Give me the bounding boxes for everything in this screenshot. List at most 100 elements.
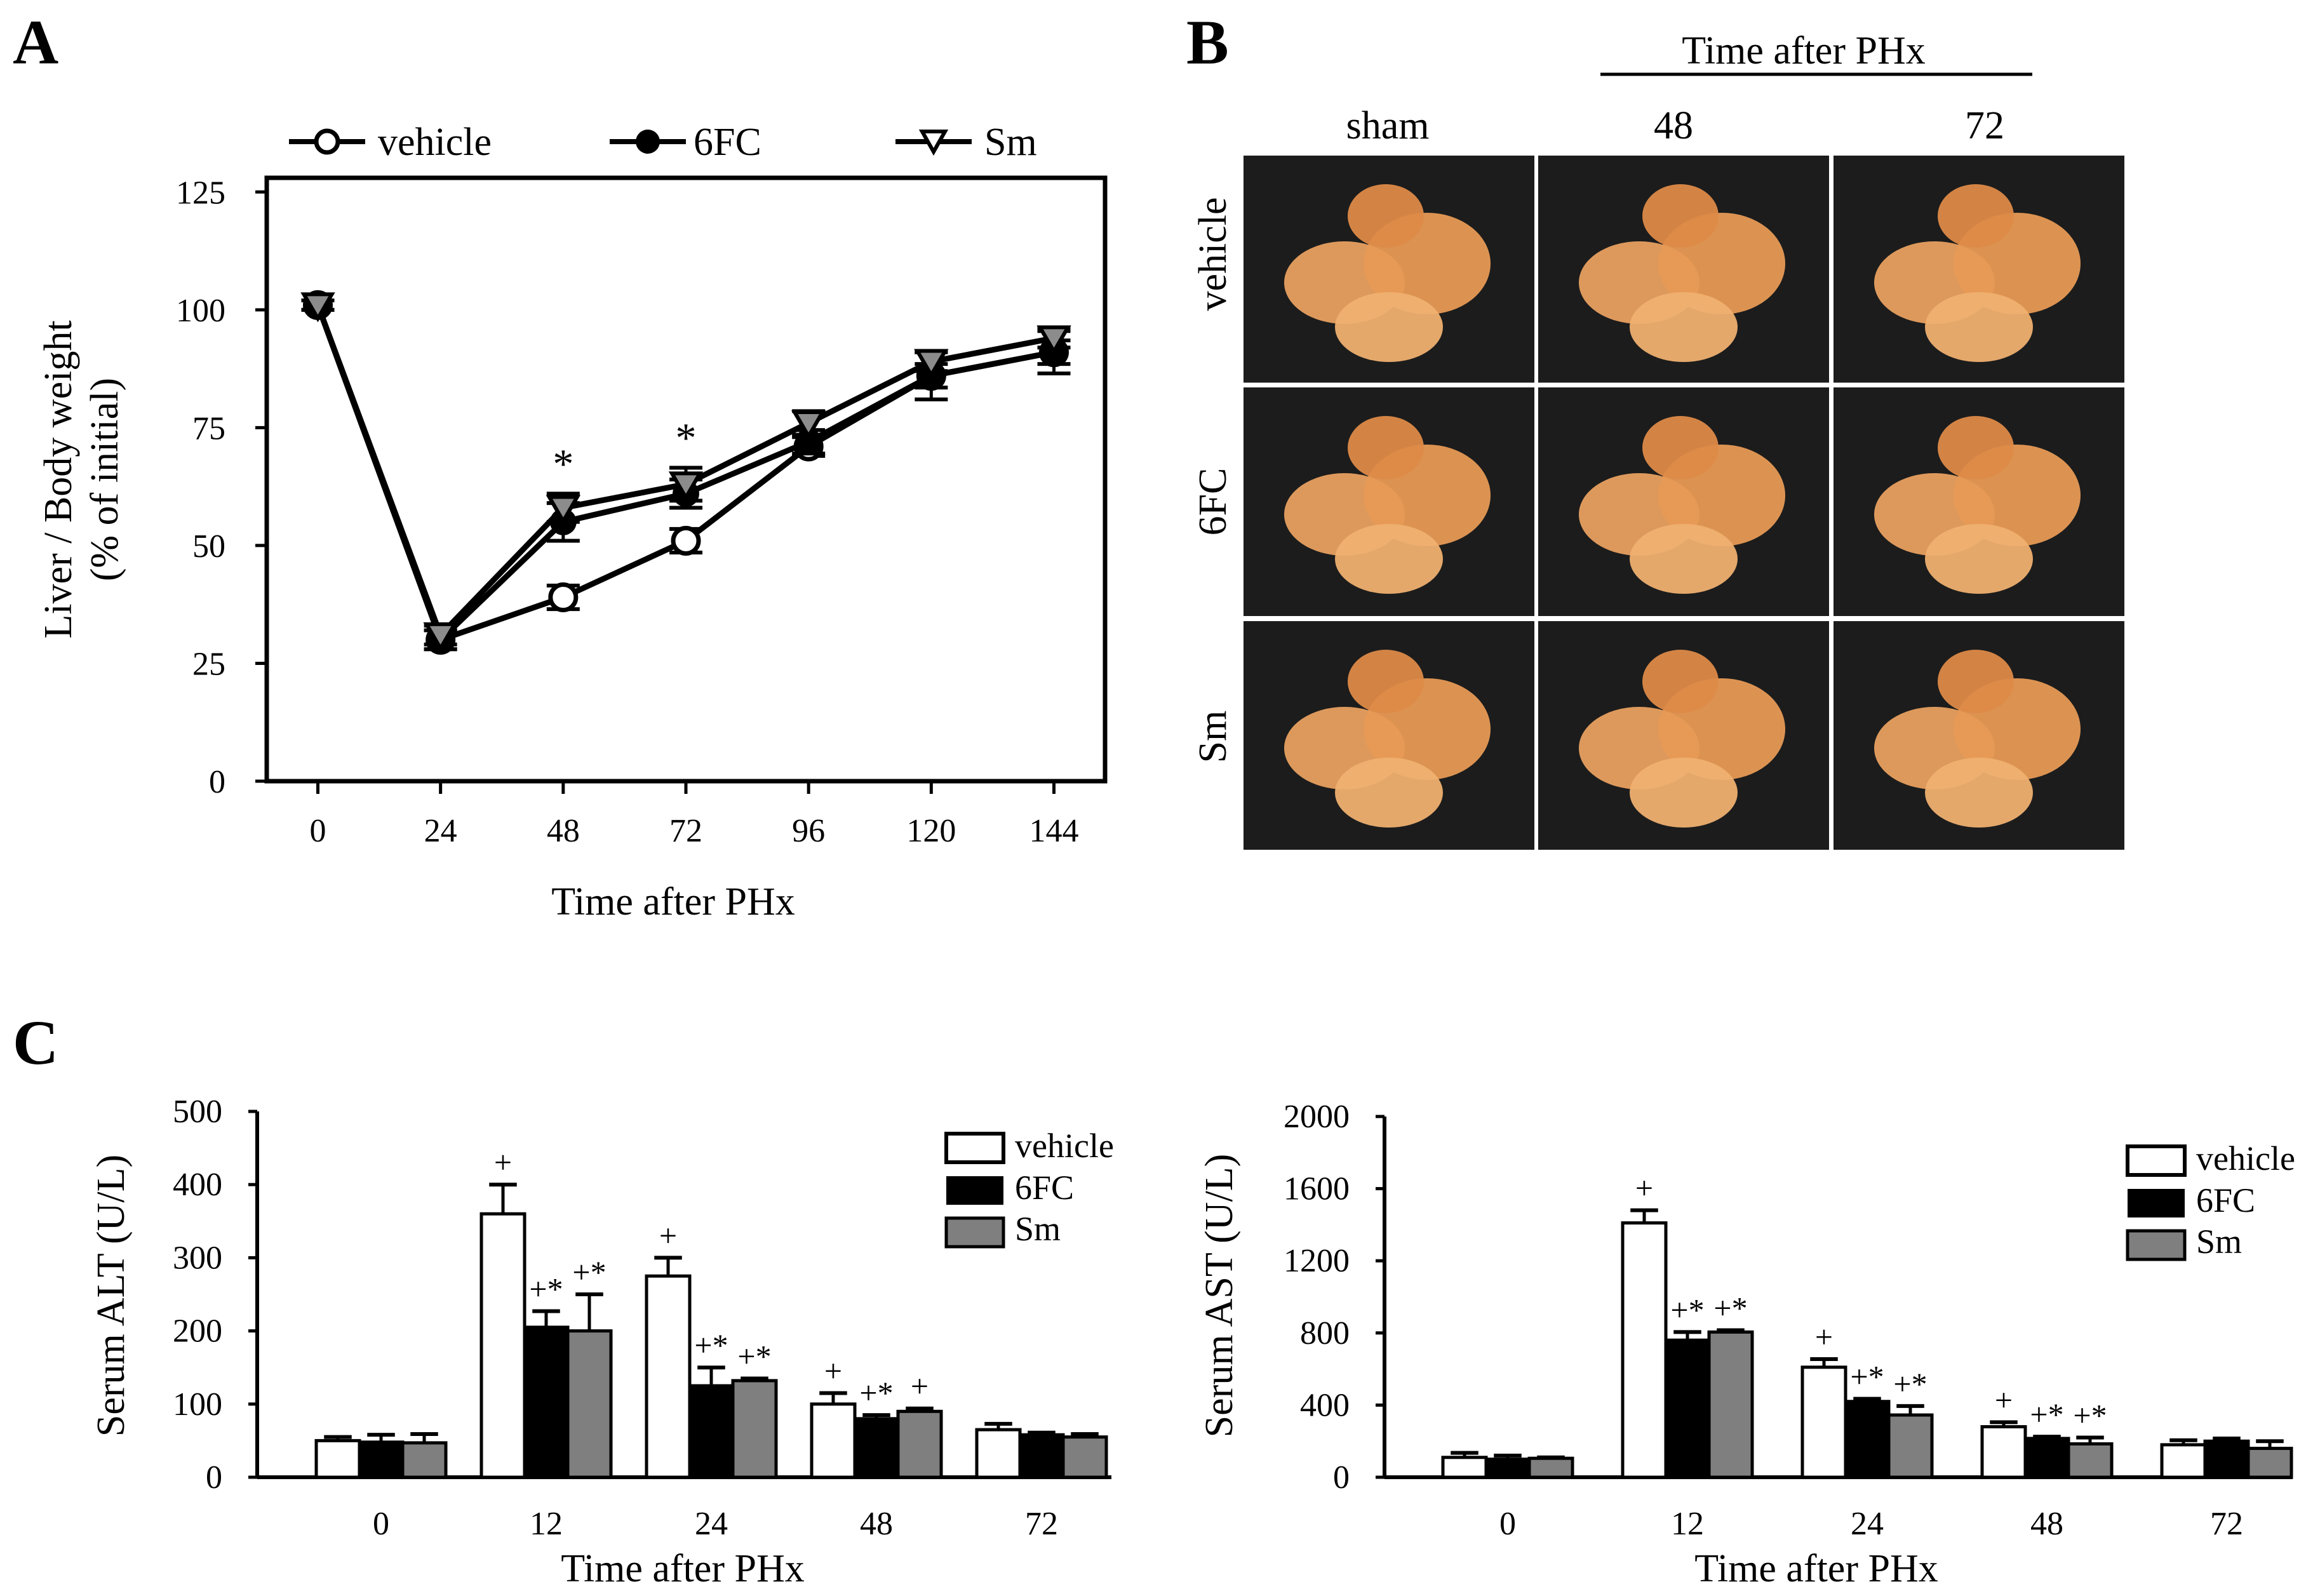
legend-sm-swatch (2126, 1229, 2187, 1261)
x-tick-label: 72 (1025, 1506, 1058, 1542)
x-axis-title: Time after PHx (561, 1547, 804, 1590)
x-axis-title: Time after PHx (551, 880, 794, 923)
significance-mark: +* (859, 1375, 893, 1411)
x-tick-label: 144 (1029, 813, 1079, 849)
legend-6fc-label: 6FC (2196, 1181, 2255, 1219)
legend-vehicle-label: vehicle (1015, 1127, 1114, 1165)
y-tick-label: 500 (173, 1094, 222, 1130)
liver-lobe (1642, 416, 1719, 479)
x-tick-label: 12 (530, 1506, 563, 1542)
significance-mark: +* (1893, 1366, 1927, 1402)
liver-lobe (1630, 758, 1738, 828)
y-tick-label: 125 (176, 175, 225, 211)
bar-vehicle-48 (1980, 1425, 2027, 1479)
bar-sm-72 (2246, 1447, 2293, 1479)
bar-6fc-12 (523, 1325, 570, 1479)
legend-sm-label: Sm (2196, 1223, 2242, 1261)
significance-mark: +* (2030, 1397, 2063, 1432)
bar-sm-0 (1527, 1456, 1574, 1479)
legend-vehicle-swatch (944, 1132, 1005, 1164)
y-tick-label: 800 (1300, 1315, 1350, 1351)
significance-mark: + (1635, 1170, 1653, 1206)
x-tick-label: 72 (2210, 1506, 2243, 1542)
legend-sm-swatch (944, 1216, 1005, 1249)
significance-mark: +* (1850, 1358, 1884, 1394)
bar-vehicle-24 (1800, 1365, 1847, 1479)
column-label-72: 72 (1965, 104, 2004, 147)
liver-lobe (1348, 650, 1424, 713)
data-point-sm (546, 495, 581, 525)
y-tick-label: 200 (173, 1313, 222, 1350)
y-tick-label: 0 (206, 1459, 222, 1496)
legend-vehicle-marker (314, 128, 340, 155)
liver-lobe (1335, 758, 1443, 828)
y-tick-label: 75 (192, 410, 225, 446)
bar-sm-24 (1887, 1413, 1934, 1479)
legend-6fc-swatch (2128, 1189, 2185, 1217)
bar-6fc-72 (1018, 1433, 1065, 1479)
significance-mark: + (494, 1144, 512, 1180)
bar-vehicle-12 (479, 1212, 526, 1479)
liver-lobe (1348, 184, 1424, 248)
legend: vehicle 6FC Sm (2126, 1139, 2295, 1261)
significance-mark: + (1815, 1319, 1833, 1355)
bar-vehicle-0 (1441, 1456, 1488, 1479)
legend-sm-label: Sm (984, 121, 1037, 164)
photo-grid-header: Time after PHx (1682, 29, 1925, 72)
x-tick-label: 0 (1499, 1506, 1516, 1542)
bar-6fc-0 (1484, 1458, 1531, 1479)
bar-sm-48 (896, 1409, 943, 1479)
significance-mark: + (911, 1369, 929, 1404)
data-point-sm (300, 292, 335, 323)
y-tick-label: 100 (176, 293, 225, 329)
x-axis-title: Time after PHx (1694, 1547, 1938, 1590)
data-point-sm (423, 622, 458, 652)
liver-lobe (1642, 650, 1719, 713)
liver-lobe (1630, 524, 1738, 594)
y-axis-title: Serum AST (U/L) (1198, 1154, 1241, 1438)
bar-sm-0 (401, 1441, 448, 1479)
bar-6fc-48 (853, 1417, 900, 1479)
significance-mark: + (659, 1217, 677, 1253)
x-tick-label: 24 (424, 813, 457, 849)
significance-mark: + (824, 1353, 842, 1389)
liver-lobe (1335, 524, 1443, 594)
significance-mark: +* (2073, 1398, 2107, 1433)
y-tick-label: 100 (173, 1386, 222, 1423)
liver-lobe (1938, 650, 2014, 713)
y-tick-label: 2000 (1284, 1099, 1350, 1135)
liver-lobe (1925, 758, 2033, 828)
panel-a-line-chart: 0 25 50 75 100 125 0 24 48 72 96 120 144 * * Time af… (37, 121, 1108, 923)
bar-sm-48 (2067, 1442, 2114, 1479)
data-point-sm (914, 349, 949, 379)
bar-6fc-24 (1844, 1400, 1891, 1479)
x-tick-label: 12 (1671, 1506, 1704, 1542)
x-tick-label: 48 (547, 813, 580, 849)
significance-mark: +* (737, 1338, 771, 1374)
legend: vehicle 6FC Sm (944, 1127, 1114, 1249)
bar-vehicle-0 (314, 1438, 361, 1479)
data-point-vehicle (548, 582, 579, 613)
liver-lobe (1348, 416, 1424, 479)
x-tick-label: 96 (792, 813, 825, 849)
bar-6fc-72 (2203, 1439, 2250, 1479)
bar-6fc-0 (358, 1440, 405, 1479)
significance-mark: +* (1713, 1291, 1747, 1326)
x-tick-label: 48 (2030, 1506, 2063, 1542)
significance-mark: * (676, 415, 697, 461)
legend-sm-label: Sm (1015, 1210, 1061, 1248)
bar-6fc-24 (688, 1384, 735, 1479)
significance-mark: +* (694, 1327, 728, 1363)
y-axis-title: Serum ALT (U/L) (90, 1155, 133, 1437)
legend-sm-marker (918, 130, 949, 156)
bar-vehicle-24 (645, 1274, 692, 1479)
bar-sm-24 (731, 1379, 778, 1479)
y-tick-label: 0 (1333, 1459, 1350, 1496)
liver-lobe (1630, 292, 1738, 362)
x-tick-label: 24 (695, 1506, 728, 1542)
significance-mark: + (1995, 1382, 2013, 1418)
legend: vehicle 6FC Sm (289, 121, 1037, 164)
significance-mark: +* (572, 1254, 606, 1290)
